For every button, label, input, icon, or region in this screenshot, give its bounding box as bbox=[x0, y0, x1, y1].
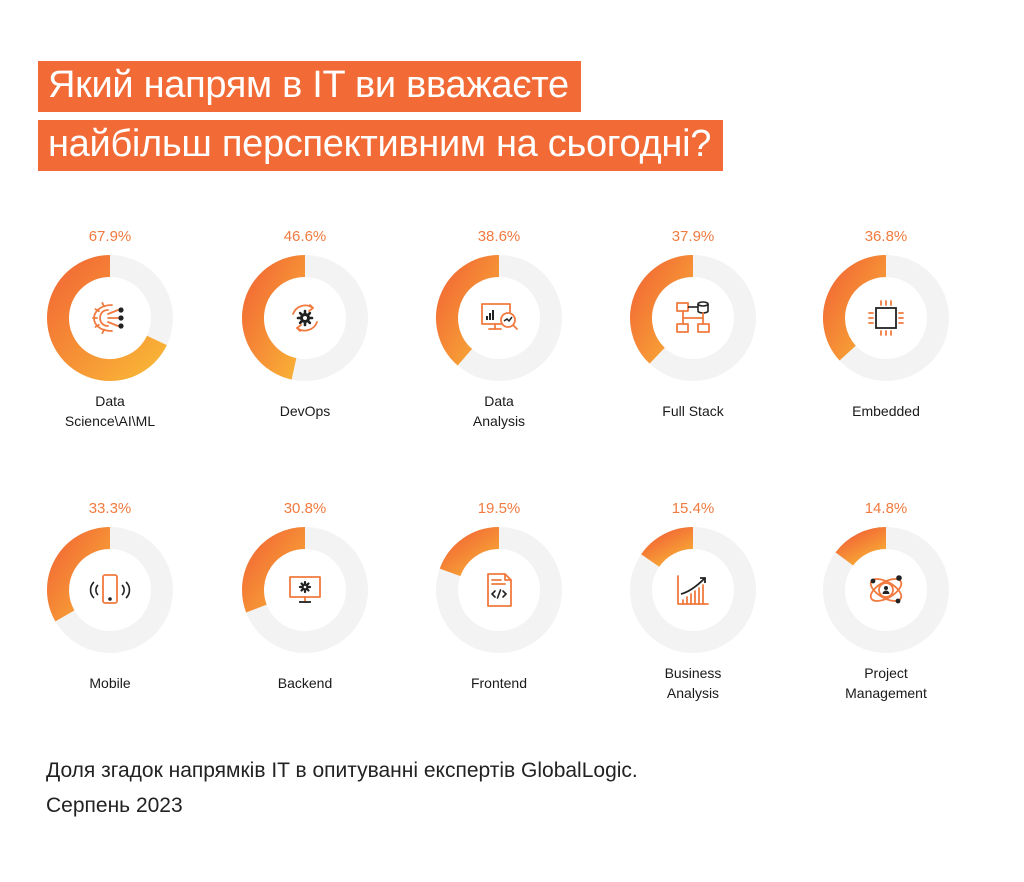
footnote-line-2: Серпень 2023 bbox=[46, 794, 183, 817]
donut-value-arc bbox=[439, 527, 500, 577]
category-label: Frontend bbox=[471, 675, 527, 691]
category-label: Project Management bbox=[845, 665, 927, 701]
percent-label: 67.9% bbox=[89, 228, 132, 245]
percent-label: 15.4% bbox=[672, 500, 715, 517]
category-label: Full Stack bbox=[662, 403, 724, 419]
category-label: Data Science\AI\ML bbox=[65, 393, 155, 429]
percent-label: 46.6% bbox=[284, 228, 327, 245]
percent-label: 33.3% bbox=[89, 500, 132, 517]
category-label: Mobile bbox=[89, 675, 130, 691]
project-orbit-icon bbox=[869, 575, 903, 604]
percent-label: 36.8% bbox=[865, 228, 908, 245]
chip-icon bbox=[868, 300, 904, 336]
donut-value-arc bbox=[242, 255, 306, 380]
donut-item: 36.8% Embedded bbox=[823, 228, 949, 419]
donut-item: 15.4% Business Analysis bbox=[630, 500, 756, 701]
ai-gear-icon bbox=[92, 301, 124, 335]
percent-label: 19.5% bbox=[478, 500, 521, 517]
donut-item: 33.3% Mobile bbox=[47, 500, 173, 691]
donut-item: 38.6% Data Analysis bbox=[436, 228, 562, 429]
donut-value-arc bbox=[835, 527, 887, 566]
percent-label: 37.9% bbox=[672, 228, 715, 245]
footnote-line-1: Доля згадок напрямків IT в опитуванні ек… bbox=[46, 759, 638, 782]
server-monitor-icon bbox=[289, 576, 321, 603]
donut-item: 67.9% Data Science\AI\ML bbox=[47, 228, 173, 429]
percent-label: 30.8% bbox=[284, 500, 327, 517]
data-analysis-icon bbox=[481, 303, 518, 330]
donut-value-arc bbox=[436, 255, 500, 366]
donut-item: 19.5% Frontend bbox=[436, 500, 562, 691]
title-line-1: Який напрям в IT ви вважаєте bbox=[38, 61, 581, 112]
donut-value-arc bbox=[641, 527, 694, 568]
category-label: DevOps bbox=[280, 403, 331, 419]
donut-value-arc bbox=[823, 255, 887, 361]
title-line-2: найбільш перспективним на сьогодні? bbox=[38, 120, 724, 171]
mobile-phone-icon bbox=[89, 574, 131, 604]
donut-item: 30.8% Backend bbox=[242, 500, 368, 691]
full-stack-icon bbox=[676, 301, 710, 333]
category-label: Embedded bbox=[852, 403, 920, 419]
donut-value-arc bbox=[242, 527, 306, 613]
donut-value-arc bbox=[630, 255, 694, 364]
percent-label: 38.6% bbox=[478, 228, 521, 245]
devops-cycle-icon bbox=[292, 304, 318, 332]
category-label: Backend bbox=[278, 675, 332, 691]
growth-chart-icon bbox=[677, 575, 709, 605]
donut-item: 14.8% Project Management bbox=[823, 500, 949, 701]
code-document-icon bbox=[487, 573, 512, 607]
donut-item: 37.9% Full Stack bbox=[630, 228, 756, 419]
donut-item: 46.6% DevOps bbox=[242, 228, 368, 419]
category-label: Data Analysis bbox=[473, 393, 525, 429]
donut-value-arc bbox=[47, 527, 111, 622]
donut-value-arc bbox=[47, 255, 167, 381]
percent-label: 14.8% bbox=[865, 500, 908, 517]
category-label: Business Analysis bbox=[665, 665, 722, 701]
